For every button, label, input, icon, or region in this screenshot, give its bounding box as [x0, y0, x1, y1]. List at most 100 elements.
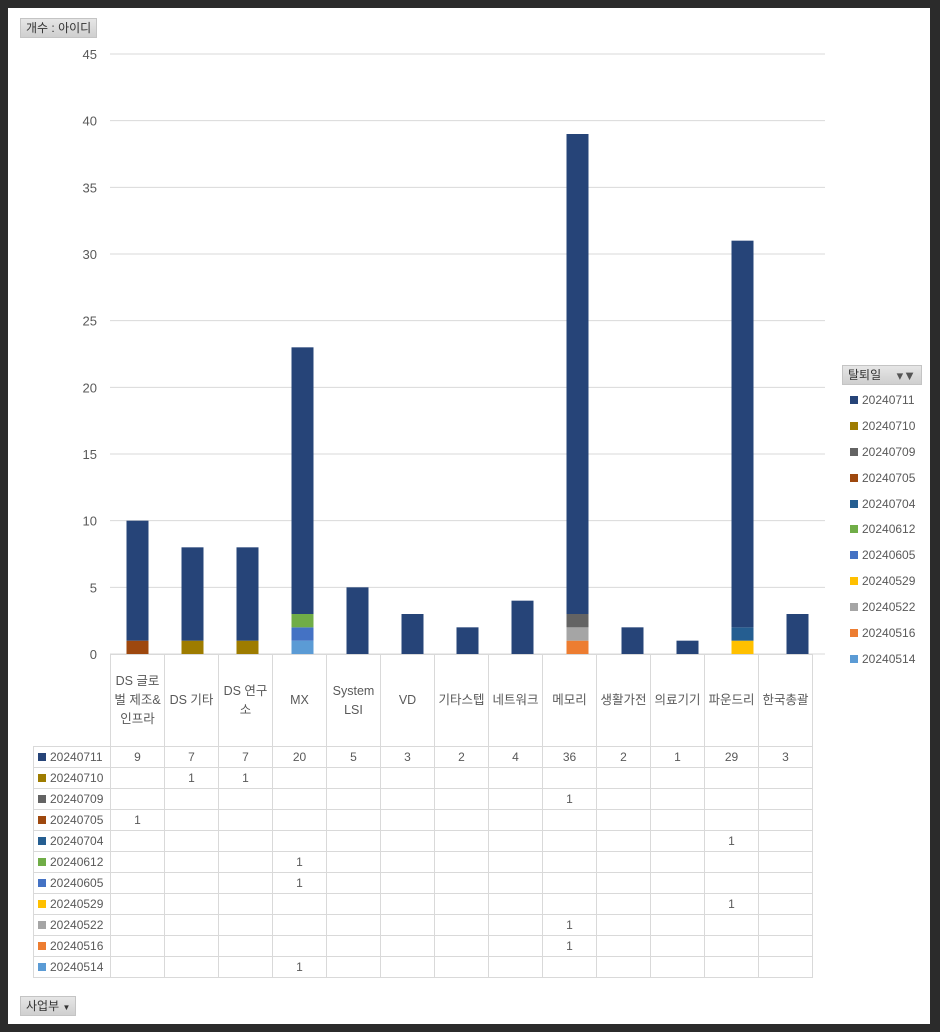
row-label: 20240704 — [33, 830, 111, 852]
category-label: 기타스텝 — [434, 654, 489, 747]
table-cell — [758, 893, 813, 915]
bar-segment — [291, 627, 314, 641]
table-cell — [704, 914, 759, 936]
category-label: 생활가전 — [596, 654, 651, 747]
table-row: 20240705 1 — [33, 809, 813, 831]
axis-field-label: 사업부 — [26, 999, 60, 1013]
legend-field-filter-button[interactable]: 탈퇴일 ▾▼ — [842, 365, 922, 385]
legend-item: 20240514 — [842, 646, 924, 672]
table-cell — [650, 788, 705, 810]
bar-segment — [181, 547, 204, 641]
table-cell — [650, 809, 705, 831]
table-cell — [380, 914, 435, 936]
value-field-button[interactable]: 개수 : 아이디 — [20, 18, 98, 38]
table-cell — [758, 851, 813, 873]
axis-field-button[interactable]: 사업부 ▼ — [20, 996, 77, 1016]
table-cell: 36 — [542, 746, 597, 768]
legend-item: 20240709 — [842, 439, 924, 465]
row-label: 20240710 — [33, 767, 111, 789]
table-cell — [218, 935, 273, 957]
table-cell — [110, 851, 165, 873]
legend-label: 20240516 — [862, 625, 916, 640]
legend-label: 20240514 — [862, 651, 916, 666]
legend-item: 20240516 — [842, 620, 924, 646]
table-cell — [164, 893, 219, 915]
legend-swatch — [38, 921, 46, 929]
table-cell — [218, 830, 273, 852]
table-cell — [110, 788, 165, 810]
table-cell — [326, 788, 381, 810]
table-cell — [650, 956, 705, 978]
table-cell — [110, 767, 165, 789]
row-label: 20240705 — [33, 809, 111, 831]
table-cell — [272, 893, 327, 915]
table-row: 20240522 1 — [33, 914, 813, 936]
table-cell — [704, 767, 759, 789]
filter-icon: ▾▼ — [896, 367, 916, 383]
table-cell — [110, 935, 165, 957]
table-cell — [758, 830, 813, 852]
legend-swatch — [38, 879, 46, 887]
table-cell — [164, 788, 219, 810]
row-label-text: 20240710 — [50, 771, 104, 785]
bar-segment — [731, 640, 754, 654]
legend-swatch — [38, 837, 46, 845]
table-cell — [596, 809, 651, 831]
bar-segment — [786, 614, 809, 654]
table-cell — [110, 893, 165, 915]
table-cell — [110, 872, 165, 894]
table-cell — [380, 809, 435, 831]
legend-swatch — [850, 525, 858, 534]
table-cell — [272, 914, 327, 936]
y-tick-label: 5 — [90, 580, 97, 595]
legend-item: 20240704 — [842, 491, 924, 517]
row-label: 20240514 — [33, 956, 111, 978]
legend-label: 20240704 — [862, 496, 916, 511]
category-label: System LSI — [326, 654, 381, 747]
legend: 탈퇴일 ▾▼ 20240711 20240710 20240709 20240705 2… — [842, 365, 924, 672]
table-cell — [326, 767, 381, 789]
legend-label: 20240522 — [862, 600, 916, 615]
table-cell — [488, 830, 543, 852]
legend-label: 20240705 — [862, 470, 916, 485]
row-label: 20240612 — [33, 851, 111, 873]
table-cell — [542, 872, 597, 894]
table-cell — [380, 830, 435, 852]
table-cell — [650, 851, 705, 873]
bar-segment — [291, 614, 314, 628]
table-cell: 7 — [218, 746, 273, 768]
legend-swatch — [38, 774, 46, 782]
table-cell — [596, 956, 651, 978]
table-cell — [434, 788, 489, 810]
table-cell — [488, 809, 543, 831]
legend-label: 20240605 — [862, 548, 916, 563]
table-cell — [110, 914, 165, 936]
table-cell: 1 — [218, 767, 273, 789]
y-tick-label: 0 — [90, 647, 97, 660]
table-cell — [164, 872, 219, 894]
legend-swatch — [850, 628, 858, 637]
table-cell: 1 — [650, 746, 705, 768]
table-cell — [596, 914, 651, 936]
table-cell — [542, 830, 597, 852]
legend-swatch — [38, 816, 46, 824]
table-cell — [650, 914, 705, 936]
table-cell — [542, 851, 597, 873]
row-label: 20240516 — [33, 935, 111, 957]
table-cell: 20 — [272, 746, 327, 768]
table-cell — [326, 956, 381, 978]
table-cell — [704, 851, 759, 873]
row-label: 20240529 — [33, 893, 111, 915]
bar-segment — [236, 640, 259, 654]
y-tick-label: 45 — [83, 47, 97, 62]
bar-segment — [291, 347, 314, 614]
table-cell — [380, 872, 435, 894]
table-cell — [380, 788, 435, 810]
bar-segment — [346, 587, 369, 654]
table-cell — [758, 956, 813, 978]
y-tick-label: 35 — [83, 180, 97, 195]
table-cell — [380, 851, 435, 873]
bar-segment — [566, 134, 589, 614]
table-cell: 7 — [164, 746, 219, 768]
bar-segment — [401, 614, 424, 654]
